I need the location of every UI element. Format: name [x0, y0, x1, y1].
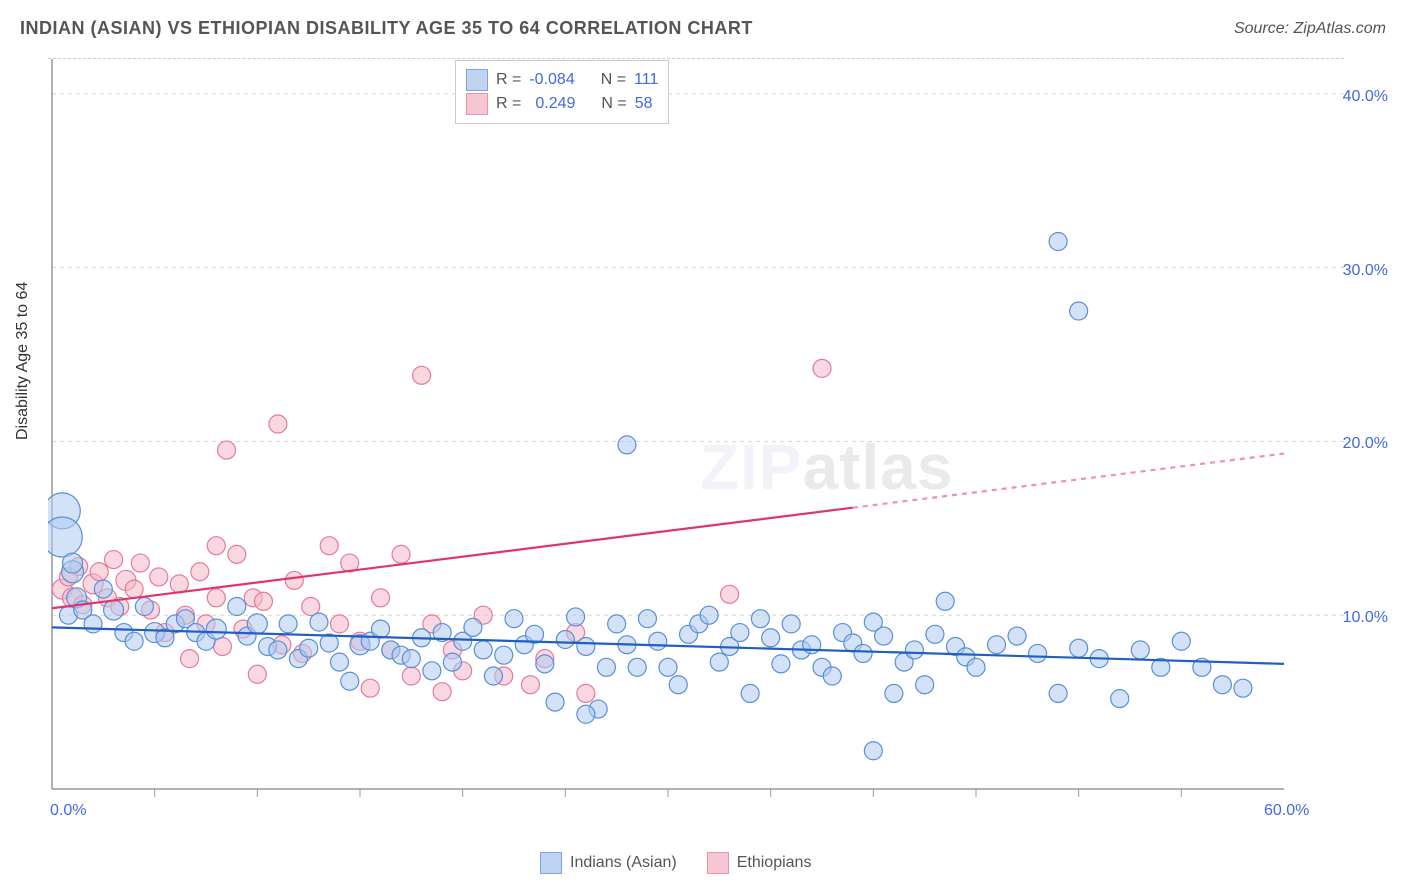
n-label: N =	[601, 95, 626, 113]
swatch-indians	[540, 852, 562, 874]
legend-label-ethiopians: Ethiopians	[737, 854, 812, 872]
r-label: R =	[496, 95, 521, 113]
chart-title: INDIAN (ASIAN) VS ETHIOPIAN DISABILITY A…	[20, 18, 753, 39]
r-label: R =	[496, 71, 521, 89]
source-attribution: Source: ZipAtlas.com	[1234, 20, 1386, 38]
stats-legend: R = -0.084 N = 111 R = 0.249 N = 58	[455, 60, 669, 124]
x-tick-label: 60.0%	[1264, 802, 1309, 820]
swatch-ethiopians	[707, 852, 729, 874]
r-value-indians: -0.084	[529, 71, 574, 89]
swatch-ethiopians	[466, 93, 488, 115]
legend-label-indians: Indians (Asian)	[570, 854, 677, 872]
swatch-indians	[466, 69, 488, 91]
r-value-ethiopians: 0.249	[529, 95, 575, 113]
y-axis-label: Disability Age 35 to 64	[14, 282, 32, 440]
n-label: N =	[601, 71, 626, 89]
y-tick-label: 20.0%	[1343, 435, 1388, 453]
n-value-indians: 111	[634, 71, 658, 89]
legend-item-ethiopians: Ethiopians	[707, 852, 812, 874]
y-tick-label: 10.0%	[1343, 609, 1388, 627]
scatter-plot-svg	[48, 59, 1344, 819]
y-tick-label: 40.0%	[1343, 88, 1388, 106]
chart-plot-area	[48, 58, 1344, 818]
legend-item-indians: Indians (Asian)	[540, 852, 677, 874]
y-tick-label: 30.0%	[1343, 262, 1388, 280]
stats-row-ethiopians: R = 0.249 N = 58	[466, 93, 658, 115]
n-value-ethiopians: 58	[635, 95, 653, 113]
series-legend: Indians (Asian) Ethiopians	[540, 852, 811, 874]
x-tick-label: 0.0%	[50, 802, 86, 820]
stats-row-indians: R = -0.084 N = 111	[466, 69, 658, 91]
